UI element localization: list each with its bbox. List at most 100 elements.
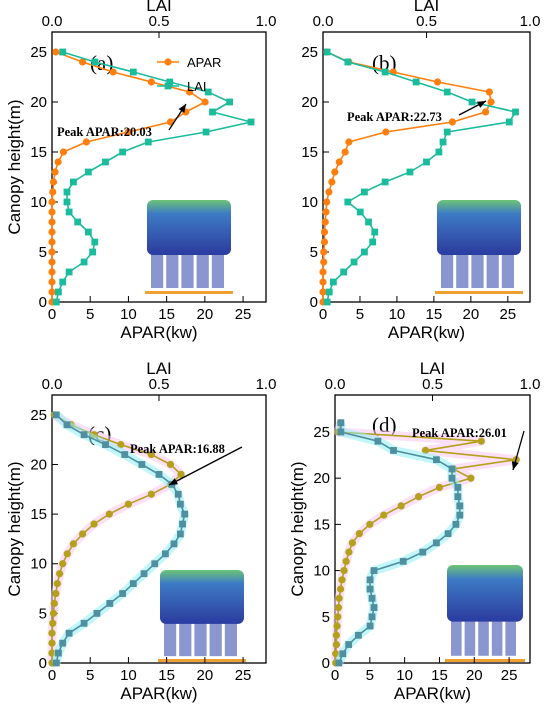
lai-point <box>361 188 368 196</box>
stem-cloud <box>464 616 476 656</box>
x2-tick-label: 0.0 <box>42 13 63 30</box>
stem-cloud <box>471 250 484 288</box>
x-tick-label: 10 <box>120 667 137 684</box>
y-tick-label: 15 <box>30 144 47 161</box>
apar-point <box>52 48 60 56</box>
stem-cloud <box>196 250 209 288</box>
x-tick-label: 25 <box>235 667 252 684</box>
apar-point <box>433 78 442 86</box>
apar-point <box>147 78 155 86</box>
apar-point <box>48 278 56 286</box>
lai-point <box>344 198 352 206</box>
apar-point <box>467 474 475 482</box>
apar-point <box>82 138 90 146</box>
x-axis-title: APAR(kw) <box>120 684 197 703</box>
lai-point <box>177 530 184 538</box>
apar-point <box>53 579 61 588</box>
y-axis-title: Canopy height(m) <box>288 461 307 596</box>
lai-point <box>355 631 362 639</box>
stem-cloud <box>166 250 179 288</box>
lai-point <box>80 619 88 627</box>
lai-point <box>170 540 178 548</box>
y-tick-label: 25 <box>30 44 47 61</box>
lai-point <box>119 590 127 597</box>
stem-cloud <box>505 616 516 656</box>
ground-strip <box>145 291 233 294</box>
lai-point <box>448 465 456 473</box>
x-tick-label: 5 <box>366 667 374 684</box>
lai-point <box>204 88 212 96</box>
lai-point <box>439 138 447 146</box>
peak-annotation: Peak APAR:26.01 <box>412 426 507 440</box>
lai-point <box>166 78 174 86</box>
lai-point <box>84 228 92 236</box>
annotation-arrow-head <box>477 101 486 108</box>
lai-point <box>454 493 462 501</box>
lai-point <box>344 58 352 66</box>
lai-point <box>456 502 464 510</box>
x2-tick-label: 1.0 <box>520 13 541 30</box>
lai-point <box>63 188 71 196</box>
apar-point <box>319 268 327 276</box>
lai-point <box>102 441 109 449</box>
lai-point <box>209 108 216 116</box>
apar-point <box>48 268 56 276</box>
apar-point <box>338 576 346 584</box>
lai-point <box>84 168 92 176</box>
x2-tick-label: 1.0 <box>256 376 277 393</box>
apar-point <box>48 238 56 246</box>
lai-point <box>59 639 67 647</box>
panel-c: 0 5 10 15 20 25 0.0 0.5 1.0 0 5 10 15 20 25 APAR(kw) LAI… <box>5 359 276 703</box>
stem-cloud <box>209 618 222 657</box>
y-tick-label: 5 <box>310 244 318 261</box>
tree-point-cloud-inset <box>435 200 523 294</box>
lai-point <box>181 510 189 518</box>
apar-point <box>48 198 56 206</box>
stem-cloud <box>451 616 462 656</box>
stem-cloud <box>224 618 237 657</box>
apar-point <box>48 218 56 226</box>
apar-point <box>336 585 345 593</box>
lai-point <box>368 613 376 621</box>
lai-point <box>443 88 451 96</box>
lai-point <box>323 48 331 56</box>
lai-point <box>381 178 389 186</box>
y-axis-title: Canopy height(m) <box>5 99 24 234</box>
apar-point <box>49 178 58 186</box>
stem-cloud <box>478 616 489 656</box>
canopy-cloud <box>160 570 244 624</box>
apar-point <box>435 483 444 492</box>
apar-point <box>342 557 350 565</box>
tree-point-cloud-inset <box>145 200 233 294</box>
y-tick-label: 5 <box>322 609 330 626</box>
x2-tick-label: 0.5 <box>422 376 443 393</box>
lai-point <box>80 431 88 439</box>
lai-point <box>63 198 71 206</box>
x-tick-label: 25 <box>501 667 518 684</box>
x-tick-label: 25 <box>235 306 252 323</box>
lai-point <box>381 68 389 76</box>
lai-point <box>59 278 67 286</box>
x2-axis-title: LAI <box>420 359 446 378</box>
x-tick-label: 20 <box>197 306 214 323</box>
apar-point <box>321 218 329 226</box>
y-tick-label: 10 <box>30 194 47 211</box>
lai-point <box>65 208 73 216</box>
y-tick-label: 0 <box>39 655 47 672</box>
apar-point <box>335 594 343 602</box>
lai-point <box>368 594 376 602</box>
legend-lai-label: LAI <box>187 79 207 94</box>
y-tick-label: 20 <box>30 456 47 473</box>
y-tick-label: 25 <box>301 44 318 61</box>
apar-point <box>48 639 56 647</box>
lai-point <box>93 609 101 617</box>
apar-point <box>63 550 71 558</box>
apar-point <box>332 631 340 639</box>
x-tick-label: 20 <box>197 667 214 684</box>
stem-cloud <box>491 616 503 656</box>
lai-point <box>121 451 129 458</box>
lai-point <box>323 298 331 306</box>
lai-point <box>340 268 348 276</box>
apar-point <box>78 530 87 538</box>
y-tick-label: 0 <box>310 294 318 311</box>
